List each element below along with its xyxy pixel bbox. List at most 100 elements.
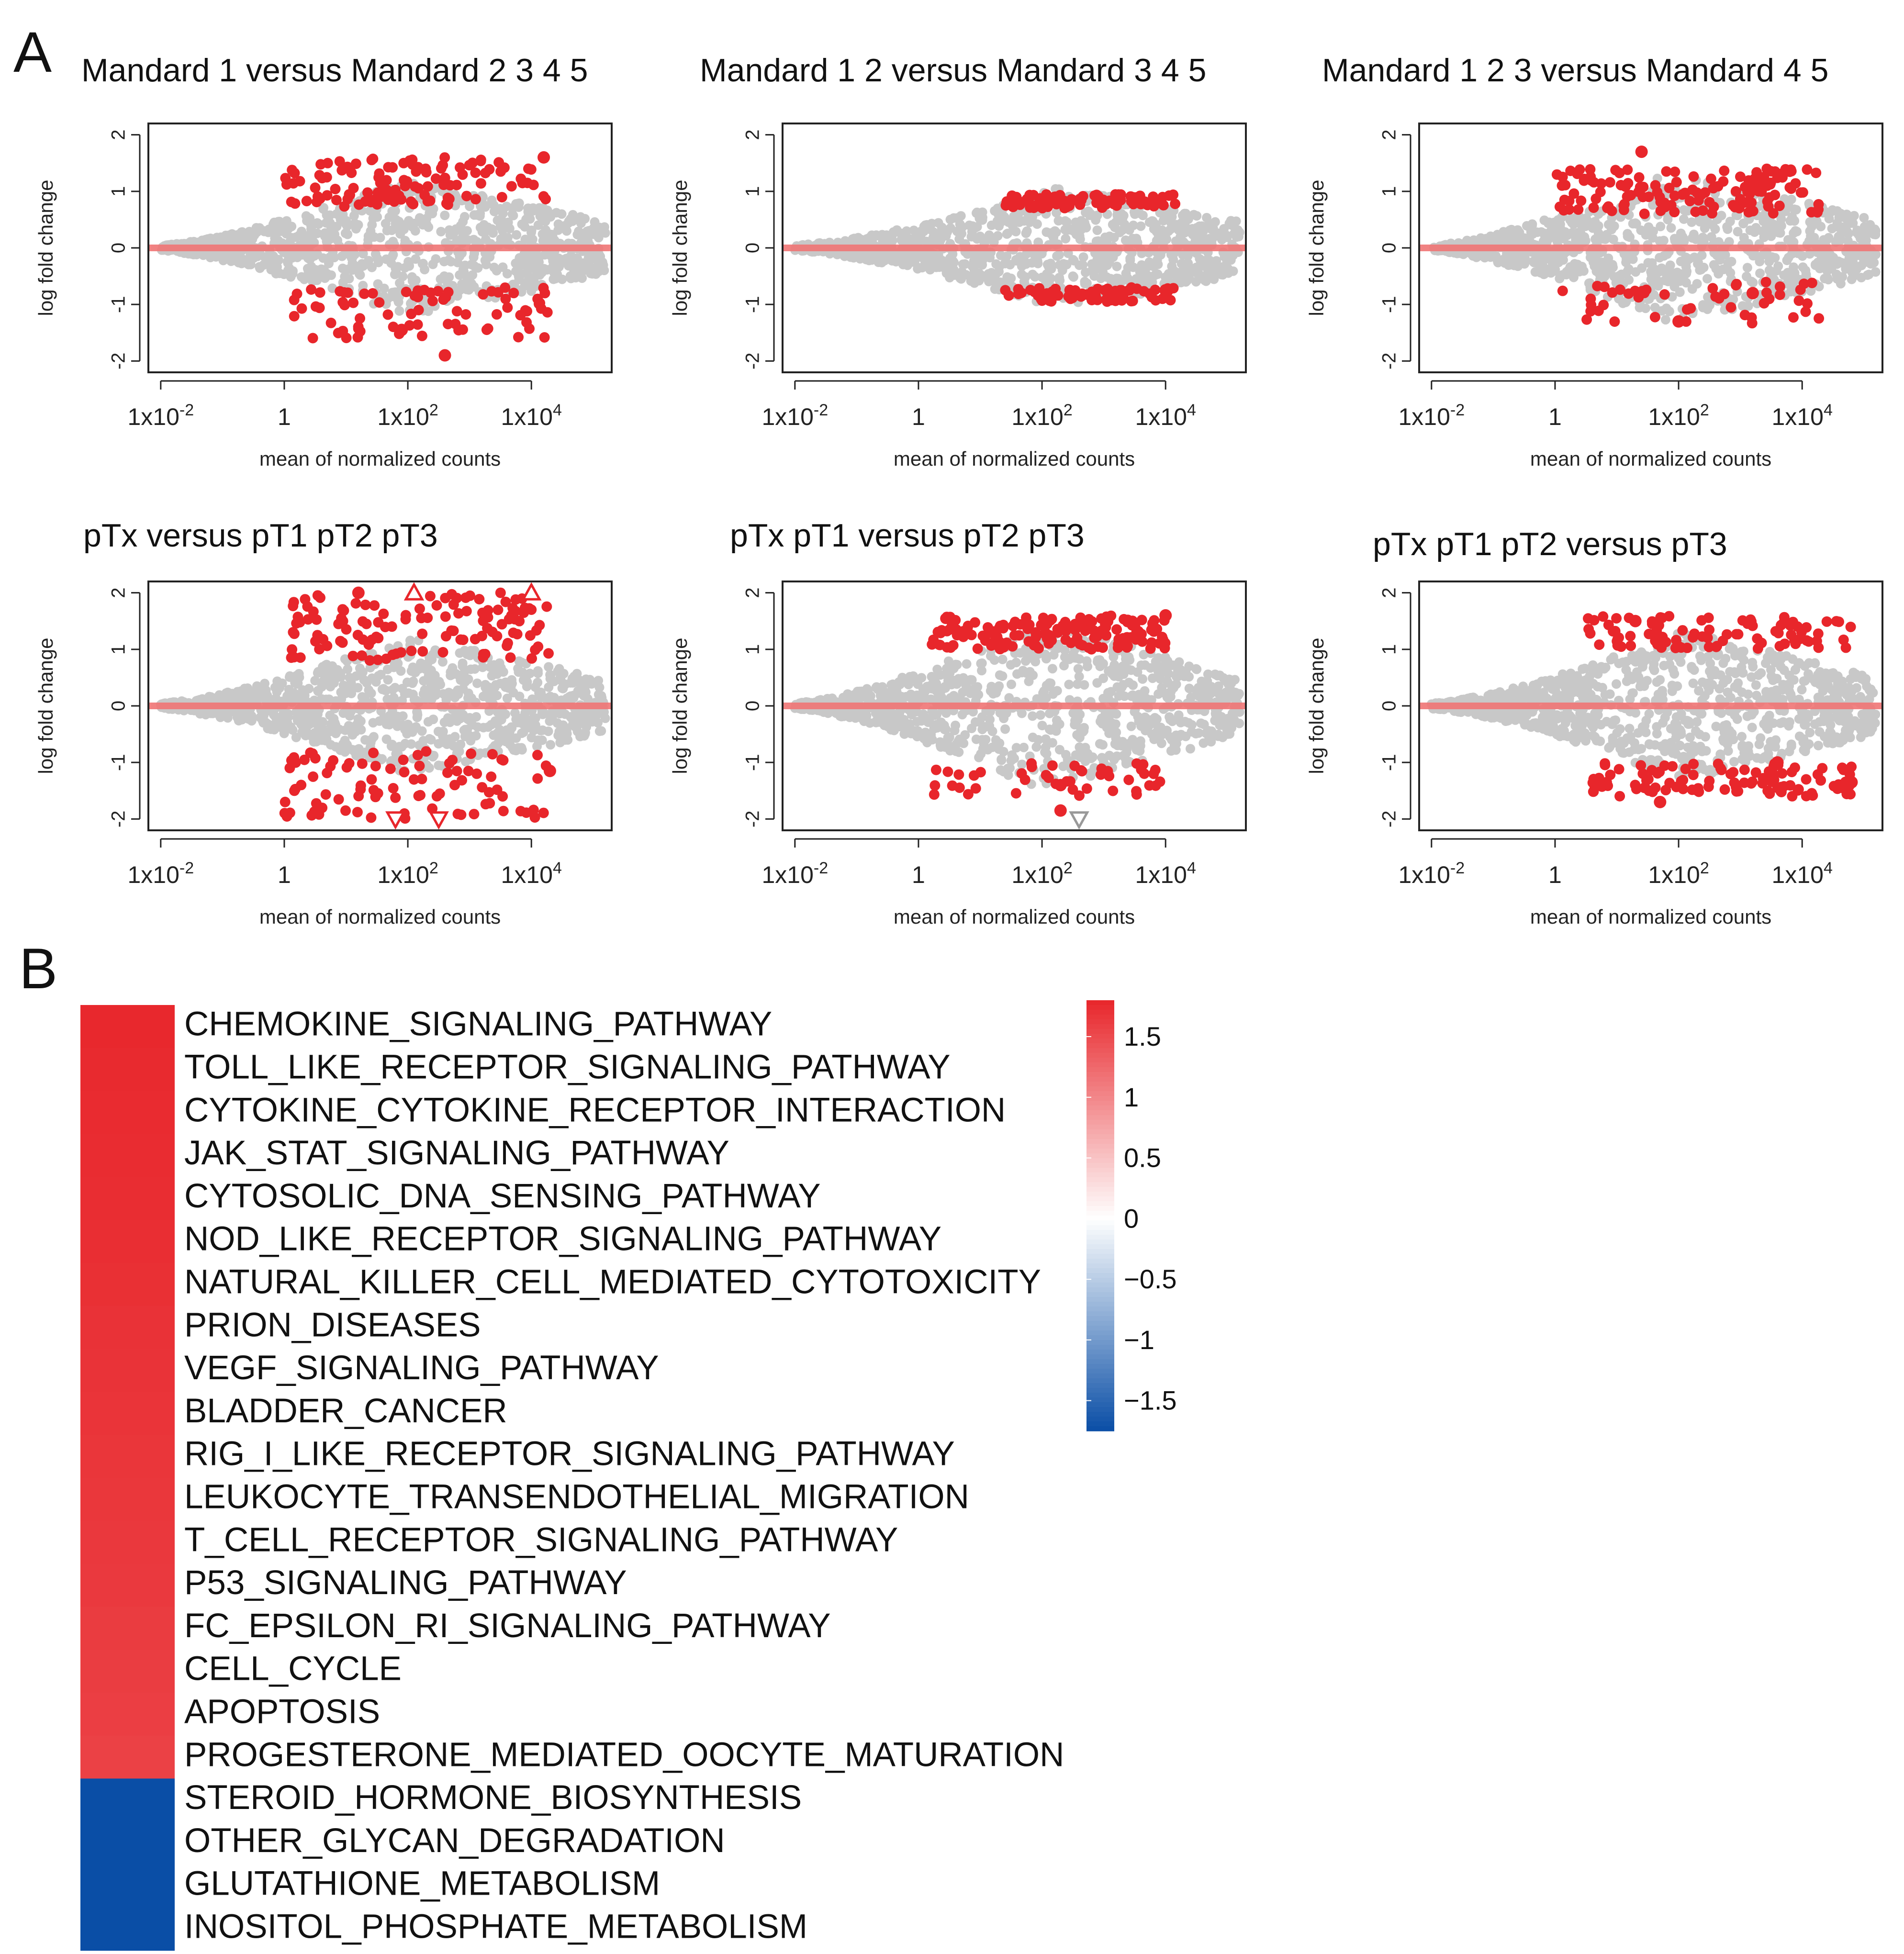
significant-point [422, 181, 433, 192]
data-point [388, 288, 398, 298]
data-point [350, 745, 360, 755]
data-point [1082, 279, 1092, 288]
significant-point [353, 199, 364, 210]
data-point [291, 732, 301, 742]
significant-point [312, 590, 323, 601]
data-point [1055, 276, 1065, 285]
significant-point [300, 594, 311, 605]
significant-point [417, 628, 428, 639]
data-point [1624, 264, 1634, 274]
significant-point [391, 648, 402, 659]
significant-point [475, 178, 486, 189]
data-point [1742, 271, 1751, 281]
significant-point [331, 195, 342, 205]
significant-point [302, 614, 314, 625]
significant-point [361, 618, 372, 629]
data-point [1614, 271, 1624, 281]
significant-point [1718, 176, 1729, 187]
data-point [479, 723, 489, 733]
data-point [1033, 258, 1043, 268]
data-point [571, 270, 581, 280]
data-point [524, 210, 534, 220]
data-point [1824, 259, 1833, 269]
y-tick-label: 2 [742, 130, 763, 140]
significant-point [330, 184, 341, 194]
data-point [590, 217, 600, 227]
data-point [957, 267, 967, 277]
data-point [386, 258, 396, 268]
data-point [320, 228, 330, 238]
significant-point [413, 304, 424, 315]
significant-point [1747, 318, 1758, 329]
data-point [568, 720, 578, 730]
data-point [1624, 275, 1634, 285]
data-point [319, 203, 329, 213]
data-point [1573, 261, 1583, 271]
data-point [1209, 261, 1219, 271]
significant-point [1774, 290, 1785, 300]
data-point [533, 261, 543, 271]
panel-b-letter: B [19, 937, 57, 1001]
data-point [910, 234, 920, 244]
data-point [353, 714, 363, 724]
data-point [1824, 233, 1834, 243]
data-point [301, 731, 311, 740]
data-point [189, 236, 199, 246]
data-point [372, 212, 382, 222]
data-point [1773, 261, 1783, 271]
significant-point [1708, 201, 1719, 212]
data-point [312, 275, 322, 285]
data-point [336, 745, 346, 755]
significant-point [465, 590, 475, 601]
data-point [1755, 268, 1765, 278]
data-point [1183, 214, 1193, 224]
data-point [1078, 252, 1088, 262]
significant-point [1639, 208, 1650, 219]
significant-point [427, 295, 438, 306]
ma-plot-title: Mandard 1 2 3 versus Mandard 4 5 [1322, 52, 1828, 89]
significant-point [1609, 316, 1620, 327]
significant-point [291, 289, 302, 299]
data-point [559, 669, 569, 679]
significant-point [532, 293, 543, 304]
significant-point [405, 196, 416, 207]
data-point [484, 689, 494, 699]
data-point [428, 715, 438, 725]
data-point [1663, 214, 1673, 224]
significant-point [1784, 182, 1795, 193]
significant-point [425, 591, 436, 602]
x-tick-label: 1 [278, 861, 291, 888]
significant-point [1123, 285, 1134, 296]
data-point [424, 763, 434, 773]
data-point [1102, 260, 1112, 270]
significant-point [439, 152, 450, 163]
data-point [329, 714, 339, 724]
significant-point [461, 190, 472, 201]
data-point [480, 202, 490, 212]
data-point [531, 250, 541, 259]
data-point [388, 250, 398, 260]
data-point [985, 253, 995, 263]
data-point [445, 734, 455, 744]
data-point [974, 276, 984, 286]
significant-point [352, 586, 365, 599]
significant-point [466, 748, 477, 759]
data-point [986, 220, 997, 230]
x-axis: 1x10-2 1 1x102 1x104 [1398, 380, 1833, 430]
data-point [260, 252, 269, 262]
significant-point [284, 807, 295, 818]
significant-point [1067, 292, 1078, 303]
data-point [1135, 264, 1145, 274]
data-point [1071, 217, 1081, 227]
significant-point [280, 173, 291, 184]
data-point [1660, 315, 1670, 325]
data-point [1758, 250, 1768, 260]
data-point [334, 725, 344, 735]
significant-point [483, 787, 494, 798]
data-point [1546, 226, 1556, 236]
data-point [439, 257, 449, 267]
data-point [551, 208, 561, 218]
data-point [311, 265, 321, 275]
data-point [532, 741, 542, 751]
data-point [1655, 253, 1665, 263]
